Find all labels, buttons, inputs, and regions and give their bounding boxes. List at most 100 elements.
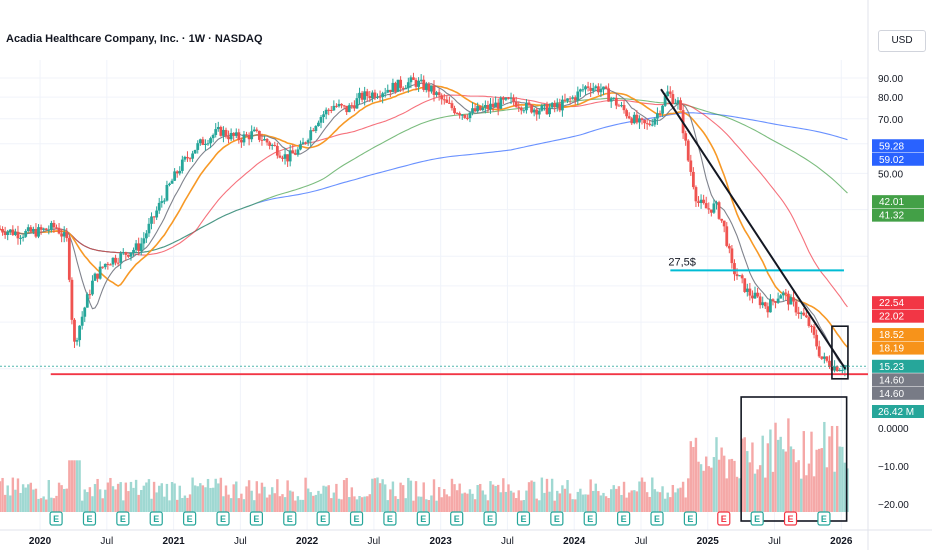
volume-bar (255, 481, 259, 512)
volume-bar (384, 484, 387, 512)
earnings-marker[interactable]: E (450, 511, 464, 526)
earnings-marker-label: E (788, 514, 794, 524)
earnings-marker[interactable]: E (783, 511, 798, 526)
volume-bar (771, 471, 775, 512)
volume-bar (355, 499, 359, 512)
candle-body (304, 142, 307, 144)
volume-bar (769, 429, 772, 512)
moving-average-line (0, 97, 848, 254)
candle-body (65, 232, 69, 239)
candle-body (227, 136, 230, 140)
volume-bar (676, 488, 680, 512)
candle-body (1, 229, 4, 233)
candle-body (124, 252, 128, 255)
earnings-marker-box (516, 511, 531, 526)
earnings-marker[interactable]: E (483, 511, 497, 526)
volume-bar (122, 500, 125, 512)
volume-bar (789, 446, 793, 512)
volume-bar (612, 485, 615, 512)
volume-bar (394, 496, 397, 512)
earnings-marker[interactable]: E (650, 511, 664, 526)
volume-bar (597, 491, 600, 512)
candle-body (517, 106, 521, 108)
volume-bar (538, 500, 541, 512)
volume-bar (805, 475, 808, 512)
volume-bar (509, 490, 513, 512)
volume-tick-label: −20.00 (878, 500, 909, 511)
volume-bar (553, 500, 556, 512)
earnings-marker-label: E (654, 514, 660, 524)
candle-body (707, 208, 711, 210)
candle-body (78, 325, 82, 341)
volume-bar (373, 478, 377, 512)
candle-body (73, 319, 76, 342)
candle-body (465, 117, 469, 119)
drawings: 27,5$ (0, 88, 868, 522)
candle-body (327, 109, 331, 111)
volume-bar (776, 439, 780, 512)
earnings-marker[interactable]: E (116, 511, 130, 526)
candle-body (607, 88, 611, 102)
volume-bar (319, 493, 323, 512)
volume-bar (512, 492, 515, 512)
earnings-marker[interactable]: E (416, 511, 430, 526)
earnings-marker[interactable]: E (349, 511, 364, 526)
currency-selector[interactable]: USD (878, 30, 926, 52)
volume-bar (730, 458, 734, 512)
volume-bar (173, 483, 176, 512)
volume-bar (235, 481, 238, 512)
earnings-marker[interactable]: E (283, 511, 297, 526)
candle-body (103, 263, 107, 268)
candle-body (29, 227, 33, 232)
candle-body (34, 228, 38, 237)
volume-bar (568, 493, 572, 512)
volume-bar (699, 464, 703, 512)
candle-body (173, 171, 177, 181)
earnings-marker[interactable]: E (383, 511, 397, 526)
earnings-marker[interactable]: E (717, 511, 731, 526)
volume-bar (386, 500, 389, 512)
candle-body (188, 158, 192, 160)
earnings-marker[interactable]: E (183, 511, 197, 526)
earnings-marker[interactable]: E (149, 511, 163, 526)
volume-bar (525, 490, 528, 512)
price-tick-label: 50.00 (878, 169, 903, 180)
volume-bar (715, 437, 718, 512)
candle-body (39, 227, 43, 230)
price-label-box (872, 208, 924, 222)
earnings-marker[interactable]: E (49, 511, 63, 526)
earnings-marker[interactable]: E (750, 511, 764, 526)
price-label: 42.01 (872, 195, 924, 209)
earnings-marker[interactable]: E (516, 511, 531, 526)
earnings-marker[interactable]: E (583, 511, 597, 526)
earnings-marker[interactable]: E (683, 511, 697, 526)
earnings-marker-label: E (187, 514, 193, 524)
volume-bar (368, 494, 371, 512)
earnings-marker[interactable]: E (216, 511, 230, 526)
earnings-marker-box (49, 511, 63, 526)
volume-bar (445, 494, 449, 512)
earnings-marker[interactable]: E (82, 511, 97, 526)
volume-bar (705, 456, 708, 512)
volume-bar (453, 484, 456, 512)
candle-body (758, 296, 762, 306)
price-label-box (872, 341, 924, 355)
candle-body (88, 294, 92, 296)
volume-bar (823, 421, 826, 512)
earnings-marker[interactable]: E (550, 511, 564, 526)
candle-body (85, 294, 89, 308)
candle-body (581, 89, 585, 91)
price-label: 14.60 (872, 373, 924, 387)
earnings-marker[interactable]: E (817, 511, 831, 526)
volume-bar (484, 494, 487, 512)
volume-label-box (872, 405, 924, 418)
candle-body (797, 312, 801, 314)
earnings-marker[interactable]: E (316, 511, 330, 526)
price-label-text: 14.60 (879, 389, 904, 400)
candle-body (275, 145, 279, 156)
earnings-marker[interactable]: E (617, 511, 631, 526)
earnings-marker[interactable]: E (249, 511, 263, 526)
candle-body (427, 84, 431, 92)
candle-body (412, 77, 415, 80)
